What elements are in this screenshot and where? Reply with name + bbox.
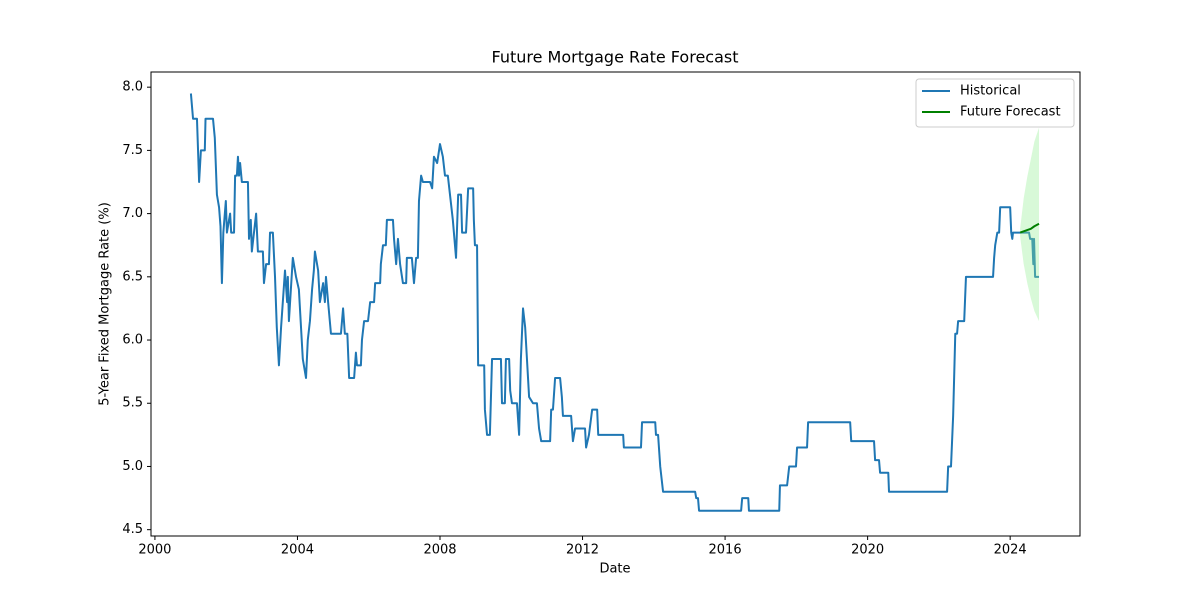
axes-frame [150, 71, 1081, 537]
x-tick-label: 2008 [423, 543, 456, 558]
series-line [1019, 222, 1040, 234]
y-tick-label: 7.5 [122, 143, 143, 158]
x-tick-label: 2000 [138, 543, 171, 558]
confidence-band [1020, 127, 1040, 322]
x-tick-label: 2024 [994, 543, 1027, 558]
y-tick-label: 6.0 [122, 333, 143, 348]
y-tick-label: 7.0 [122, 206, 143, 221]
chart-title: Future Mortgage Rate Forecast [491, 48, 738, 67]
y-tick-label: 6.5 [122, 269, 143, 284]
y-tick-label: 5.0 [122, 459, 143, 474]
legend: Historical Future Forecast [915, 78, 1075, 128]
x-tick-label: 2016 [709, 543, 742, 558]
series-line [189, 93, 1040, 512]
x-tick-label: 2004 [281, 543, 314, 558]
plot-area [189, 93, 1040, 512]
y-tick-label: 8.0 [122, 80, 143, 95]
y-axis-label: 5-Year Fixed Mortgage Rate (%) [98, 202, 113, 406]
x-tick-label: 2020 [851, 543, 884, 558]
y-tick-label: 4.5 [122, 522, 143, 537]
legend-box [915, 78, 1075, 128]
x-tick-label: 2012 [566, 543, 599, 558]
legend-label: Historical [960, 84, 1021, 99]
legend-label: Future Forecast [960, 105, 1061, 120]
x-axis-label: Date [599, 562, 630, 577]
y-tick-label: 5.5 [122, 396, 143, 411]
